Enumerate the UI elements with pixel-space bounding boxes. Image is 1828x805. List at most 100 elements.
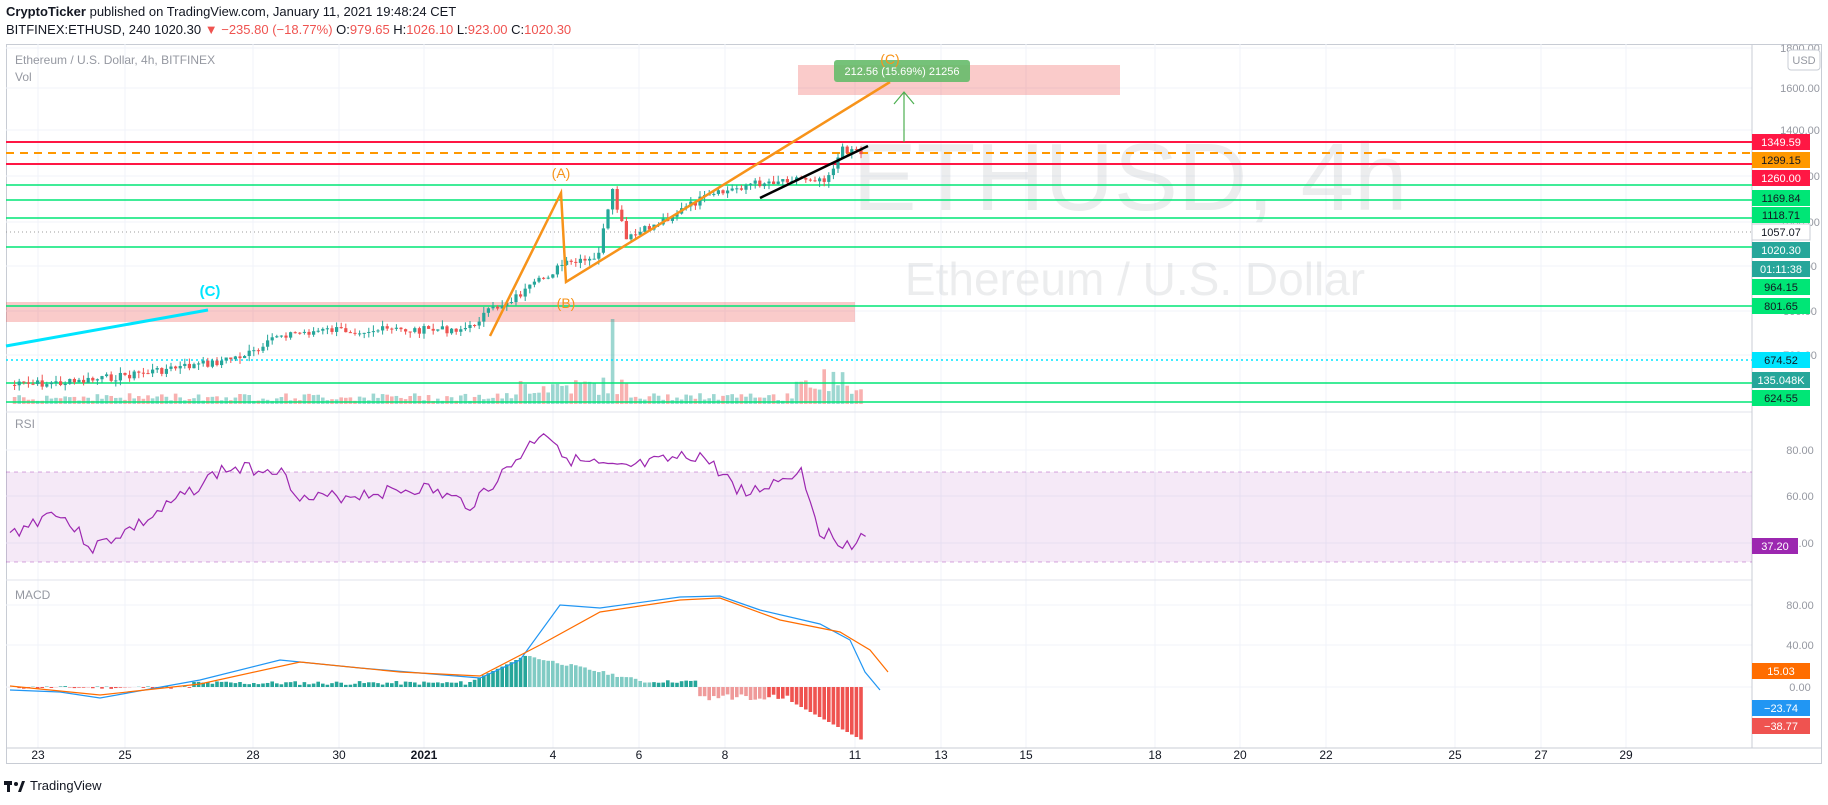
- macd-hist-bar: [666, 680, 670, 687]
- candle-body: [537, 277, 541, 282]
- volume-bar: [385, 394, 389, 404]
- volume-bar: [63, 396, 67, 404]
- macd-hist-bar: [463, 684, 468, 687]
- macd-tick-label: 40.00: [1786, 640, 1814, 652]
- volume-bar: [215, 396, 219, 404]
- close-label: C:: [511, 22, 525, 37]
- macd-hist-bar: [845, 687, 849, 732]
- macd-hist-bar: [348, 684, 353, 687]
- price-level-label: 135.048K: [1757, 375, 1805, 387]
- macd-hist-bar: [790, 687, 794, 702]
- black-trend-line[interactable]: [759, 144, 869, 200]
- volume-bar: [620, 379, 624, 404]
- macd-hist-bar: [721, 687, 725, 696]
- macd-hist-bar: [491, 671, 495, 687]
- macd-hist-bar: [459, 681, 463, 687]
- volume-bar: [362, 397, 366, 404]
- macd-hist-bar: [477, 677, 481, 687]
- volume-bar: [17, 395, 21, 404]
- footer-brand[interactable]: TradingView: [4, 778, 102, 793]
- candle-body: [381, 326, 385, 331]
- candle-body: [624, 221, 628, 240]
- volume-bar: [721, 395, 725, 404]
- macd-hist-bar: [509, 662, 514, 687]
- candle-body: [220, 360, 224, 366]
- currency-badge[interactable]: [1787, 49, 1821, 71]
- macd-hist-bar: [725, 687, 730, 695]
- candle-body: [845, 146, 849, 154]
- cyan-trend-line[interactable]: [5, 308, 209, 348]
- price-level-badge: [1752, 242, 1810, 258]
- candle-body: [822, 178, 826, 182]
- macd-hist-bar: [238, 682, 242, 687]
- measure-arrow-head-icon: [893, 91, 915, 105]
- macd-hist-bar: [776, 687, 780, 699]
- candle-body: [243, 356, 247, 359]
- candle-body: [744, 185, 748, 190]
- candle-body: [546, 277, 550, 279]
- horizontal-levels[interactable]: [6, 141, 1752, 403]
- macd-hist-bar: [781, 687, 785, 699]
- demand-zone: [6, 302, 855, 322]
- candle-body: [229, 357, 233, 360]
- candle-body: [275, 336, 279, 338]
- volume-bar: [86, 397, 90, 404]
- candle-body: [238, 356, 242, 359]
- candle-body: [781, 179, 785, 182]
- candle-body: [721, 190, 725, 194]
- volume-bar: [394, 395, 399, 404]
- volume-bar: [578, 382, 583, 404]
- macd-hist-bar: [670, 682, 675, 687]
- candle-body: [606, 209, 610, 229]
- macd-hist-bar: [344, 684, 348, 687]
- candle-body: [316, 330, 320, 332]
- macd-hist-bar: [684, 680, 688, 687]
- macd-hist-bar: [413, 682, 417, 687]
- candle-body: [440, 326, 444, 330]
- macd-hist-bar: [601, 671, 606, 687]
- time-tick-label: 8: [722, 748, 729, 762]
- rsi-tick-label: 60.00: [1786, 491, 1814, 503]
- volume-bar: [316, 394, 320, 404]
- macd-hist-bar: [675, 682, 679, 687]
- macd-hist-bar: [551, 660, 555, 687]
- time-tick-label: 27: [1534, 748, 1548, 762]
- macd-hist-bar: [850, 687, 854, 735]
- macd-hist-bar: [380, 684, 385, 687]
- volume-bar: [629, 397, 633, 404]
- candle-body: [427, 326, 431, 329]
- candle-body: [358, 333, 362, 335]
- price-level-badge: [1752, 190, 1810, 206]
- volume-bar: [845, 385, 849, 404]
- macd-hist-bar: [597, 672, 601, 687]
- candle-body: [22, 381, 26, 383]
- volume-bar: [532, 393, 537, 404]
- volume-bar: [302, 394, 307, 404]
- abc-wave-line[interactable]: [488, 80, 891, 337]
- candle-body: [496, 306, 500, 309]
- candle-body: [348, 332, 352, 334]
- volume-bar: [12, 396, 17, 404]
- candle-body: [201, 360, 205, 364]
- currency-label: USD: [1792, 55, 1815, 67]
- macd-hist-bar: [537, 659, 541, 687]
- macd-hist-bar: [638, 680, 642, 687]
- macd-hist-bar: [647, 682, 652, 687]
- macd-hist-bar: [564, 665, 569, 687]
- wave-drawings[interactable]: 212.56 (15.69%) 21256 (A) (B) (C) (C): [5, 51, 970, 348]
- candle-body: [224, 357, 228, 361]
- price-level-label: 1349.59: [1761, 137, 1801, 149]
- time-tick-label: 20: [1233, 748, 1247, 762]
- macd-hist-bar: [298, 684, 302, 687]
- volume-bar: [546, 392, 550, 404]
- down-arrow-icon: ▼: [204, 22, 218, 37]
- candle-body: [473, 325, 477, 327]
- candle-body: [647, 226, 651, 230]
- candle-body: [86, 377, 90, 383]
- macd-hist-bar: [500, 666, 504, 687]
- macd-hist-bar: [758, 687, 762, 699]
- candle-body: [266, 340, 270, 347]
- macd-hist-bar: [541, 660, 546, 687]
- candle-body: [72, 379, 76, 383]
